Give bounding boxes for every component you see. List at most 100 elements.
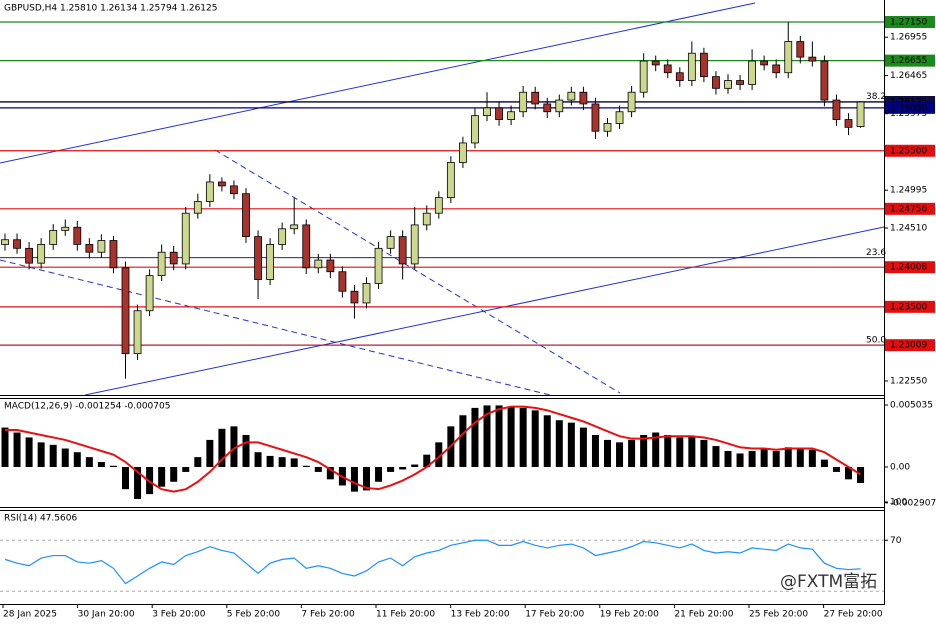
macd-bar <box>218 428 226 468</box>
candle-body <box>844 119 853 128</box>
candle-body <box>97 240 106 253</box>
price-label: 1.25500 <box>890 146 927 156</box>
macd-bar <box>25 437 33 468</box>
macd-bar <box>363 467 370 491</box>
candle-body <box>700 52 708 78</box>
macd-bar <box>519 407 527 468</box>
macd-bar <box>712 446 720 468</box>
candle-body <box>856 101 865 127</box>
trend-line <box>0 259 551 396</box>
macd-bar <box>507 406 515 468</box>
price-label-box <box>885 202 935 215</box>
candle-body <box>651 60 660 66</box>
candle-body <box>314 259 323 269</box>
candle-body <box>832 99 841 120</box>
trend-line <box>0 2 756 164</box>
macd-bar <box>471 407 479 468</box>
macd-bar <box>531 410 539 468</box>
candle-body <box>61 226 70 231</box>
candle-body <box>784 41 793 74</box>
macd-bar <box>423 454 431 468</box>
price-label-box <box>885 300 935 313</box>
y-tick-label: 1.24995 <box>890 186 927 196</box>
y-tick-label: 70 <box>890 536 902 546</box>
x-tick-label: 17 Feb 20:00 <box>525 610 584 620</box>
macd-bar <box>1 427 9 468</box>
price-label: 1.23500 <box>890 302 927 312</box>
macd-bar <box>375 467 383 482</box>
candle-body <box>133 310 142 355</box>
candle-body <box>736 80 744 85</box>
candle-body <box>217 181 226 187</box>
macd-bar <box>784 447 792 468</box>
macd-bar <box>495 405 503 468</box>
candle-body <box>471 115 479 144</box>
macd-bar <box>242 434 250 468</box>
macd-bar <box>158 467 166 487</box>
x-tick-label: 25 Feb 20:00 <box>749 610 808 620</box>
candle-body <box>350 290 359 304</box>
macd-bar <box>688 436 696 468</box>
macd-bar <box>796 448 804 468</box>
x-tick-label: 21 Feb 20:00 <box>674 610 733 620</box>
trend-lines <box>0 2 885 396</box>
macd-bar <box>483 405 491 468</box>
candle-body <box>13 239 21 249</box>
candle-body <box>627 91 636 113</box>
macd-bar <box>845 467 852 480</box>
rsi-line <box>4 539 861 585</box>
macd-bar <box>567 422 575 468</box>
x-tick-label: 7 Feb 20:00 <box>301 610 355 620</box>
macd-bar <box>543 415 551 468</box>
macd-bar <box>820 459 828 468</box>
macd-bar <box>387 467 395 472</box>
macd-bar <box>230 426 238 468</box>
candle-body <box>555 99 564 113</box>
candle-body <box>507 111 516 120</box>
macd-bar <box>73 452 81 468</box>
candle-body <box>37 244 46 264</box>
price-label-box <box>885 339 935 352</box>
x-tick-label: 28 Jan 2025 <box>3 610 57 620</box>
macd-bar <box>326 467 334 480</box>
macd-bar <box>760 448 768 468</box>
candle-body <box>169 251 178 265</box>
macd-bar <box>194 457 202 468</box>
candle-body <box>85 244 94 253</box>
candle-body <box>157 251 166 277</box>
fib-label: 23.6 <box>866 248 886 258</box>
trend-line <box>84 226 885 396</box>
macd-bar <box>640 434 648 468</box>
signal-line <box>5 405 862 493</box>
macd-bar <box>314 467 322 472</box>
candle-body <box>290 224 299 230</box>
candle-body <box>591 103 600 132</box>
candle-body <box>193 201 202 214</box>
macd-bar <box>399 467 407 470</box>
macd-bar <box>134 467 142 500</box>
panel-title: RSI(14) 47.5606 <box>4 514 77 524</box>
candle-body <box>579 91 588 105</box>
macd-bar <box>85 457 93 468</box>
price-label-box <box>885 101 935 114</box>
x-tick-label: 13 Feb 20:00 <box>451 610 510 620</box>
macd-bar <box>832 467 840 472</box>
price-label: 1.24756 <box>890 204 927 214</box>
candle-body <box>326 259 335 273</box>
y-tick-label: 100 <box>890 498 907 508</box>
candle-body <box>121 267 130 355</box>
candle-body <box>145 275 154 312</box>
macd-bar <box>604 439 611 468</box>
y-tick-label: 1.26955 <box>890 33 927 43</box>
macd-bar <box>97 462 105 468</box>
candle-body <box>675 72 684 81</box>
candle-body <box>302 224 311 269</box>
candle-body <box>242 193 250 238</box>
candle-body <box>615 111 624 124</box>
x-tick-label: 30 Jan 20:00 <box>78 610 135 620</box>
panel-title: GBPUSD,H4 1.25810 1.26134 1.25794 1.2612… <box>4 4 217 14</box>
price-label-box <box>885 54 935 67</box>
macd-bar <box>736 453 744 468</box>
